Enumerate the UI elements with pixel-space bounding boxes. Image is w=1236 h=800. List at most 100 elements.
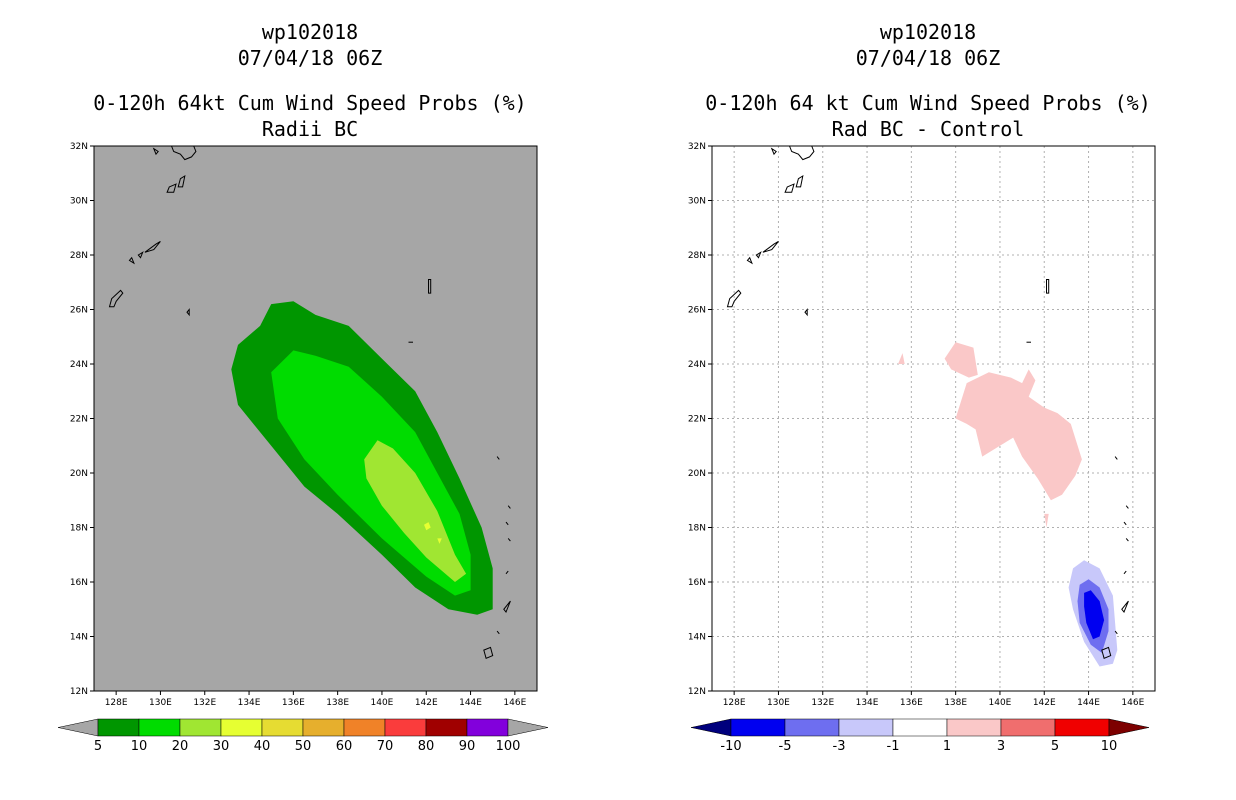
left-colorbar-label: 60 [336, 739, 353, 754]
left-colorbar-swatch [384, 718, 427, 737]
right-contour-region-0 [944, 342, 978, 378]
left-colorbar-label: 10 [131, 739, 148, 754]
left-colorbar-over [507, 718, 549, 737]
right-x-tick-label: 146E [1121, 698, 1144, 708]
right-colorbar-swatch [1000, 718, 1056, 737]
left-coastline [186, 308, 190, 317]
right-coastline [755, 251, 762, 259]
left-chart: 128E 130E 132E 134E 136E 138E 140E 142E 144E 146E… [57, 142, 549, 754]
left-coastline [507, 505, 511, 509]
left-colorbar-swatch [261, 718, 304, 737]
left-coastline [496, 630, 500, 635]
left-colorbar-swatch [179, 718, 222, 737]
left-colorbar-swatch [425, 718, 468, 737]
right-chart-subtitle: Rad BC - Control [831, 117, 1025, 141]
right-colorbar-label: 10 [1101, 739, 1118, 754]
right-colorbar-swatch [892, 718, 948, 737]
right-x-tick-label: 138E [944, 698, 967, 708]
right-colorbar-label: 3 [997, 739, 1005, 754]
left-y-tick-label: 26N [70, 306, 88, 316]
left-colorbar-label: 30 [213, 739, 230, 754]
left-contour-region-3 [424, 522, 431, 531]
right-coastline [784, 183, 795, 193]
left-storm-id: wp102018 [261, 20, 359, 44]
right-x-tick-label: 130E [767, 698, 790, 708]
left-colorbar-swatch [138, 718, 181, 737]
left-colorbar-swatch [302, 718, 345, 737]
left-colorbar-label: 100 [496, 739, 521, 754]
right-coastline [795, 174, 804, 188]
right-coastline [1125, 505, 1129, 509]
right-x-tick-label: 140E [989, 698, 1012, 708]
right-y-tick-label: 32N [688, 142, 706, 152]
right-coastline [770, 147, 777, 156]
right-colorbar-label: 5 [1051, 739, 1059, 754]
right-colorbar-label: -1 [887, 739, 900, 754]
left-x-tick-label: 138E [326, 698, 349, 708]
right-y-tick-label: 18N [688, 524, 706, 534]
left-y-tick-label: 32N [70, 142, 88, 152]
left-coastline [428, 279, 432, 294]
left-x-tick-label: 140E [371, 698, 394, 708]
left-contour-region-4 [437, 538, 442, 544]
right-colorbar-over [1108, 718, 1150, 737]
left-y-tick-label: 16N [70, 578, 88, 588]
left-colorbar-label: 20 [172, 739, 189, 754]
right-contour-region-2 [955, 369, 1082, 501]
right-x-tick-label: 136E [900, 698, 923, 708]
left-chart-subtitle: Radii BC [261, 117, 359, 141]
right-colorbar-swatch [838, 718, 894, 737]
left-colorbar-under [57, 718, 99, 737]
left-coastline [108, 289, 124, 308]
right-y-tick-label: 28N [688, 251, 706, 261]
right-colorbar-swatch [784, 718, 840, 737]
right-colorbar-swatch [1054, 718, 1110, 737]
left-y-tick-label: 30N [70, 197, 88, 207]
left-y-tick-label: 14N [70, 633, 88, 643]
right-coastline [788, 145, 815, 161]
left-y-tick-label: 20N [70, 469, 88, 479]
left-coastline [507, 538, 511, 542]
left-coastline [505, 570, 509, 575]
left-coastline [152, 147, 159, 156]
right-colorbar-under [690, 718, 732, 737]
right-x-tick-label: 144E [1077, 698, 1100, 708]
left-x-tick-label: 142E [415, 698, 438, 708]
right-y-tick-label: 24N [688, 360, 706, 370]
left-coastline [505, 521, 509, 526]
right-coastline [1046, 279, 1050, 294]
left-y-tick-label: 24N [70, 360, 88, 370]
left-colorbar-label: 70 [377, 739, 394, 754]
right-coastline [1125, 538, 1129, 542]
right-datetime: 07/04/18 06Z [855, 46, 1001, 70]
left-colorbar-label: 5 [94, 739, 102, 754]
right-x-tick-label: 142E [1033, 698, 1056, 708]
right-colorbar-swatch [730, 718, 786, 737]
left-x-tick-label: 132E [193, 698, 216, 708]
right-colorbar-swatch [946, 718, 1002, 737]
left-colorbar-label: 90 [459, 739, 476, 754]
right-colorbar-label: -5 [779, 739, 792, 754]
left-colorbar-swatch [343, 718, 386, 737]
left-title: wp102018 07/04/18 06Z [60, 19, 560, 71]
right-contour-region-1 [898, 353, 905, 364]
left-y-tick-label: 12N [70, 687, 88, 697]
right-y-tick-label: 16N [688, 578, 706, 588]
right-colorbar-label: -10 [720, 739, 741, 754]
left-coastline [144, 240, 161, 253]
left-x-tick-label: 130E [149, 698, 172, 708]
left-x-tick-label: 128E [105, 698, 128, 708]
left-colorbar-label: 50 [295, 739, 312, 754]
right-colorbar-label: 1 [943, 739, 951, 754]
left-datetime: 07/04/18 06Z [237, 46, 383, 70]
left-y-tick-label: 22N [70, 415, 88, 425]
left-y-tick-label: 18N [70, 524, 88, 534]
left-chart-title: 0-120h 64kt Cum Wind Speed Probs (%) [93, 91, 527, 115]
left-coastline [166, 183, 177, 193]
right-subtitle: 0-120h 64 kt Cum Wind Speed Probs (%) Ra… [648, 90, 1208, 142]
left-colorbar-swatch [97, 718, 140, 737]
right-coastline [804, 308, 808, 317]
right-coastline [1114, 456, 1118, 460]
left-coastline [503, 600, 511, 613]
right-coastline [762, 240, 779, 253]
